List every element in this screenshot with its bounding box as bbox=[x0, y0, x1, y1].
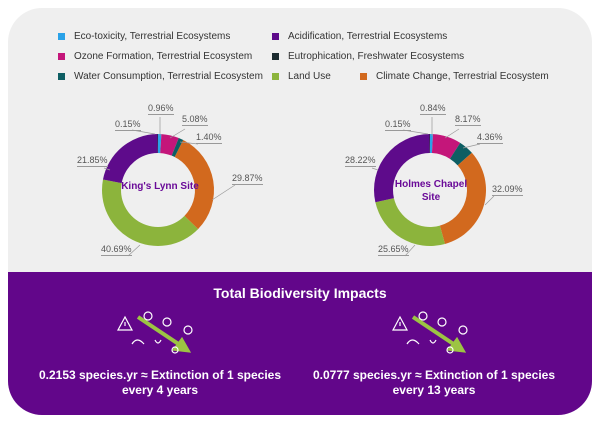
label-eco: 0.84% bbox=[420, 103, 446, 115]
impacts-title: Total Biodiversity Impacts bbox=[213, 285, 387, 301]
legend-swatch bbox=[58, 73, 65, 80]
label-land: 25.65% bbox=[378, 244, 409, 256]
donut-segment-ozone-formation bbox=[431, 134, 461, 159]
label-ozone: 8.17% bbox=[455, 114, 481, 126]
impact-line: every 4 years bbox=[121, 383, 199, 397]
legend-label: Ozone Formation, Terrestrial Ecosystem bbox=[74, 51, 253, 62]
label-water: 1.40% bbox=[196, 132, 222, 144]
legend-item: Eco-toxicity, Terrestrial Ecosystems bbox=[58, 31, 230, 42]
legend-swatch bbox=[360, 73, 367, 80]
label-water: 4.36% bbox=[477, 132, 503, 144]
label-acid: 28.22% bbox=[345, 155, 376, 167]
label-acid: 21.85% bbox=[77, 155, 108, 167]
label-eutro: 0.15% bbox=[385, 119, 411, 131]
impacts-panel bbox=[8, 272, 592, 415]
legend-swatch bbox=[58, 53, 65, 60]
impact-line: every 13 years bbox=[392, 383, 476, 397]
donut-segment-climate-change bbox=[174, 140, 215, 230]
donut-segment-climate-change bbox=[439, 152, 487, 244]
label-eco: 0.96% bbox=[148, 103, 174, 115]
impact-line: 0.0777 species.yr ≈ Extinction of 1 spec… bbox=[312, 368, 556, 382]
legend-label: Acidification, Terrestrial Ecosystems bbox=[288, 31, 448, 42]
label-climate: 29.87% bbox=[232, 173, 263, 185]
donut-segment-land-use bbox=[375, 198, 445, 246]
donut-segment-eutrophication bbox=[157, 134, 158, 154]
donut-center-title: Holmes Chapel Site bbox=[394, 179, 468, 203]
donut-center-title: King's Lynn Site bbox=[121, 181, 199, 192]
donut-segment-eco-toxicity bbox=[430, 134, 433, 154]
donut-segment-acidification bbox=[373, 134, 430, 203]
legend-label: Climate Change, Terrestrial Ecosystem bbox=[376, 71, 549, 82]
impact-stat-holmes-chapel: 0.0777 species.yr ≈ Extinction of 1 spec… bbox=[304, 368, 564, 398]
donut-segment-ozone-formation bbox=[160, 134, 179, 156]
donut-segment-acidification bbox=[102, 134, 158, 184]
legend-item: Ozone Formation, Terrestrial Ecosystem bbox=[58, 51, 252, 62]
charts-panel bbox=[8, 8, 592, 272]
donut-segment-eco-toxicity bbox=[158, 134, 162, 154]
legend-swatch bbox=[272, 53, 279, 60]
legend-label: Water Consumption, Terrestrial Ecosystem bbox=[74, 71, 263, 82]
legend-label: Eutrophication, Freshwater Ecosystems bbox=[288, 51, 465, 62]
legend-item: Climate Change, Terrestrial Ecosystem bbox=[360, 71, 549, 82]
label-climate: 32.09% bbox=[492, 184, 523, 196]
legend-label: Eco-toxicity, Terrestrial Ecosystems bbox=[74, 31, 231, 42]
legend-item: Water Consumption, Terrestrial Ecosystem bbox=[58, 71, 263, 82]
legend-item: Acidification, Terrestrial Ecosystems bbox=[272, 31, 447, 42]
legend-item: Land Use bbox=[272, 71, 331, 82]
impact-stat-kings-lynn: 0.2153 species.yr ≈ Extinction of 1 spec… bbox=[30, 368, 290, 398]
donut-segment-land-use bbox=[102, 179, 199, 247]
impact-line: 0.2153 species.yr ≈ Extinction of 1 spec… bbox=[38, 368, 282, 382]
donut-segment-water-consumption bbox=[171, 137, 184, 157]
leader-lines bbox=[103, 117, 495, 257]
label-ozone: 5.08% bbox=[182, 114, 208, 126]
donut-holmes-chapel bbox=[373, 134, 487, 246]
donut-segment-eutrophication bbox=[429, 134, 430, 154]
decline-icon-1 bbox=[116, 311, 193, 354]
legend-swatch bbox=[272, 33, 279, 40]
label-land: 40.69% bbox=[101, 244, 132, 256]
legend-swatch bbox=[58, 33, 65, 40]
donut-segment-water-consumption bbox=[449, 142, 472, 166]
legend-item: Eutrophication, Freshwater Ecosystems bbox=[272, 51, 464, 62]
decline-icon-2 bbox=[391, 311, 468, 354]
legend-swatch bbox=[272, 73, 279, 80]
label-eutro: 0.15% bbox=[115, 119, 141, 131]
donut-kings-lynn bbox=[102, 134, 215, 247]
legend-label: Land Use bbox=[288, 71, 331, 82]
